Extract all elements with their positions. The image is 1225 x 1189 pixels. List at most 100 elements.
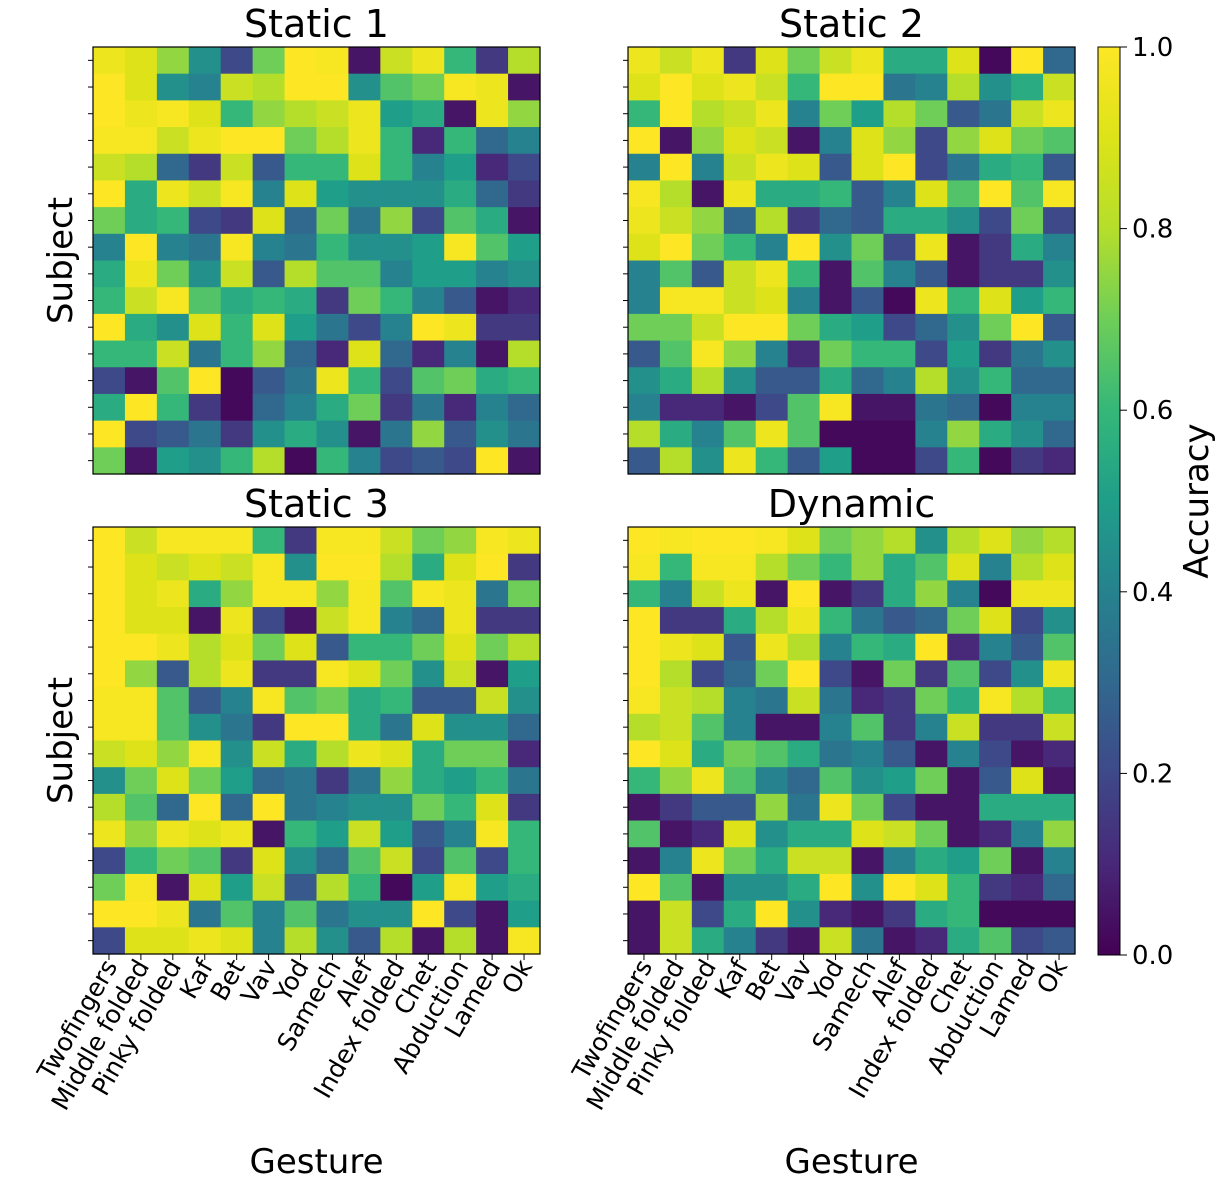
heatmap-panels: Static 1 Subject Static 2 TwofingersMiddle …	[31, 2, 1076, 1182]
heatmap-cell	[1043, 793, 1076, 822]
heatmap-cell	[444, 47, 477, 75]
heatmap-cell	[348, 847, 381, 875]
heatmap-cell	[883, 687, 916, 715]
heatmap-cell	[508, 153, 541, 182]
heatmap-cell	[156, 127, 190, 155]
heatmap-cell	[915, 207, 948, 235]
heatmap-cell	[156, 367, 190, 395]
heatmap-cell	[691, 820, 725, 848]
heatmap-cell	[508, 47, 541, 75]
heatmap-cell	[156, 313, 190, 342]
heatmap-cell	[979, 367, 1012, 395]
heatmap-cell	[476, 207, 509, 235]
heatmap-cell	[316, 713, 350, 742]
heatmap-cell	[316, 340, 350, 368]
heatmap-cell	[348, 73, 381, 101]
heatmap-cell	[412, 447, 445, 475]
heatmap-cell	[412, 420, 445, 448]
heatmap-cell	[93, 367, 126, 395]
heatmap-cell	[787, 233, 821, 262]
heatmap-cell	[476, 447, 509, 475]
heatmap-cell	[947, 340, 980, 368]
heatmap-cell	[979, 793, 1012, 822]
heatmap-cell	[723, 740, 757, 768]
heatmap-cell	[188, 793, 222, 822]
heatmap-cell	[316, 633, 350, 662]
heatmap-cell	[316, 660, 350, 688]
heatmap-cell	[819, 713, 853, 742]
heatmap-cell	[380, 287, 413, 315]
heatmap-cell	[508, 873, 541, 902]
heatmap-cell	[284, 47, 318, 75]
colorbar-tick-label: 0.0	[1132, 941, 1173, 971]
heatmap-cell	[316, 100, 350, 128]
heatmap-cell	[979, 127, 1012, 155]
heatmap-cell	[476, 367, 509, 395]
heatmap-cell	[220, 393, 254, 422]
heatmap-cell	[659, 100, 693, 128]
panel-frame	[627, 46, 1076, 475]
heatmap-cell	[252, 633, 286, 662]
heatmap-cell	[156, 180, 190, 208]
heatmap-cell	[188, 447, 222, 475]
heatmap-cell	[444, 153, 477, 182]
heatmap-cell	[284, 553, 318, 581]
heatmap-cell	[476, 793, 509, 822]
heatmap-cell	[284, 633, 318, 662]
heatmap-cell	[947, 100, 980, 128]
heatmap-cell	[476, 393, 509, 422]
heatmap-cell	[947, 847, 980, 875]
heatmap-cell	[851, 260, 885, 288]
heatmap-cell	[93, 660, 126, 688]
heatmap-cell	[348, 633, 381, 662]
heatmap-cell	[1043, 100, 1076, 128]
heatmap-cell	[723, 287, 757, 315]
heatmap-cell	[508, 847, 541, 875]
heatmap-cell	[380, 527, 413, 555]
heatmap-cell	[723, 127, 757, 155]
heatmap-cell	[979, 73, 1012, 101]
heatmap-cell	[412, 127, 445, 155]
heatmap-cell	[979, 687, 1012, 715]
heatmap-cell	[252, 847, 286, 875]
heatmap-cell	[124, 927, 158, 955]
heatmap-cell	[284, 767, 318, 795]
heatmap-cell	[284, 260, 318, 288]
heatmap-cell	[1011, 447, 1044, 475]
heatmap-cell	[156, 420, 190, 448]
heatmap-cell	[659, 127, 693, 155]
heatmap-cell	[883, 847, 916, 875]
heatmap-cell	[380, 900, 413, 928]
heatmap-cell	[755, 287, 789, 315]
heatmap-cell	[93, 580, 126, 608]
heatmap-cell	[124, 73, 158, 101]
heatmap-cell	[93, 73, 126, 101]
heatmap-cell	[628, 793, 661, 822]
heatmap-cell	[380, 820, 413, 848]
heatmap-cell	[476, 927, 509, 955]
heatmap-cell	[691, 793, 725, 822]
heatmap-cell	[883, 180, 916, 208]
heatmap-cell	[1043, 767, 1076, 795]
heatmap-cell	[252, 793, 286, 822]
heatmap-cell	[819, 287, 853, 315]
heatmap-cell	[156, 340, 190, 368]
heatmap-cell	[979, 313, 1012, 342]
heatmap-cell	[883, 420, 916, 448]
heatmap-cell	[915, 73, 948, 101]
heatmap-cell	[508, 793, 541, 822]
heatmap-cell	[252, 100, 286, 128]
heatmap-cell	[915, 873, 948, 902]
heatmap-cell	[444, 260, 477, 288]
heatmap-cell	[947, 313, 980, 342]
heatmap-cell	[476, 820, 509, 848]
heatmap-cell	[787, 820, 821, 848]
heatmap-cell	[380, 233, 413, 262]
heatmap-cell	[220, 180, 254, 208]
heatmap-cell	[787, 367, 821, 395]
heatmap-cell	[508, 927, 541, 955]
heatmap-cell	[508, 633, 541, 662]
panel-frame	[92, 46, 541, 475]
heatmap-cell	[124, 447, 158, 475]
heatmap-cell	[755, 927, 789, 955]
